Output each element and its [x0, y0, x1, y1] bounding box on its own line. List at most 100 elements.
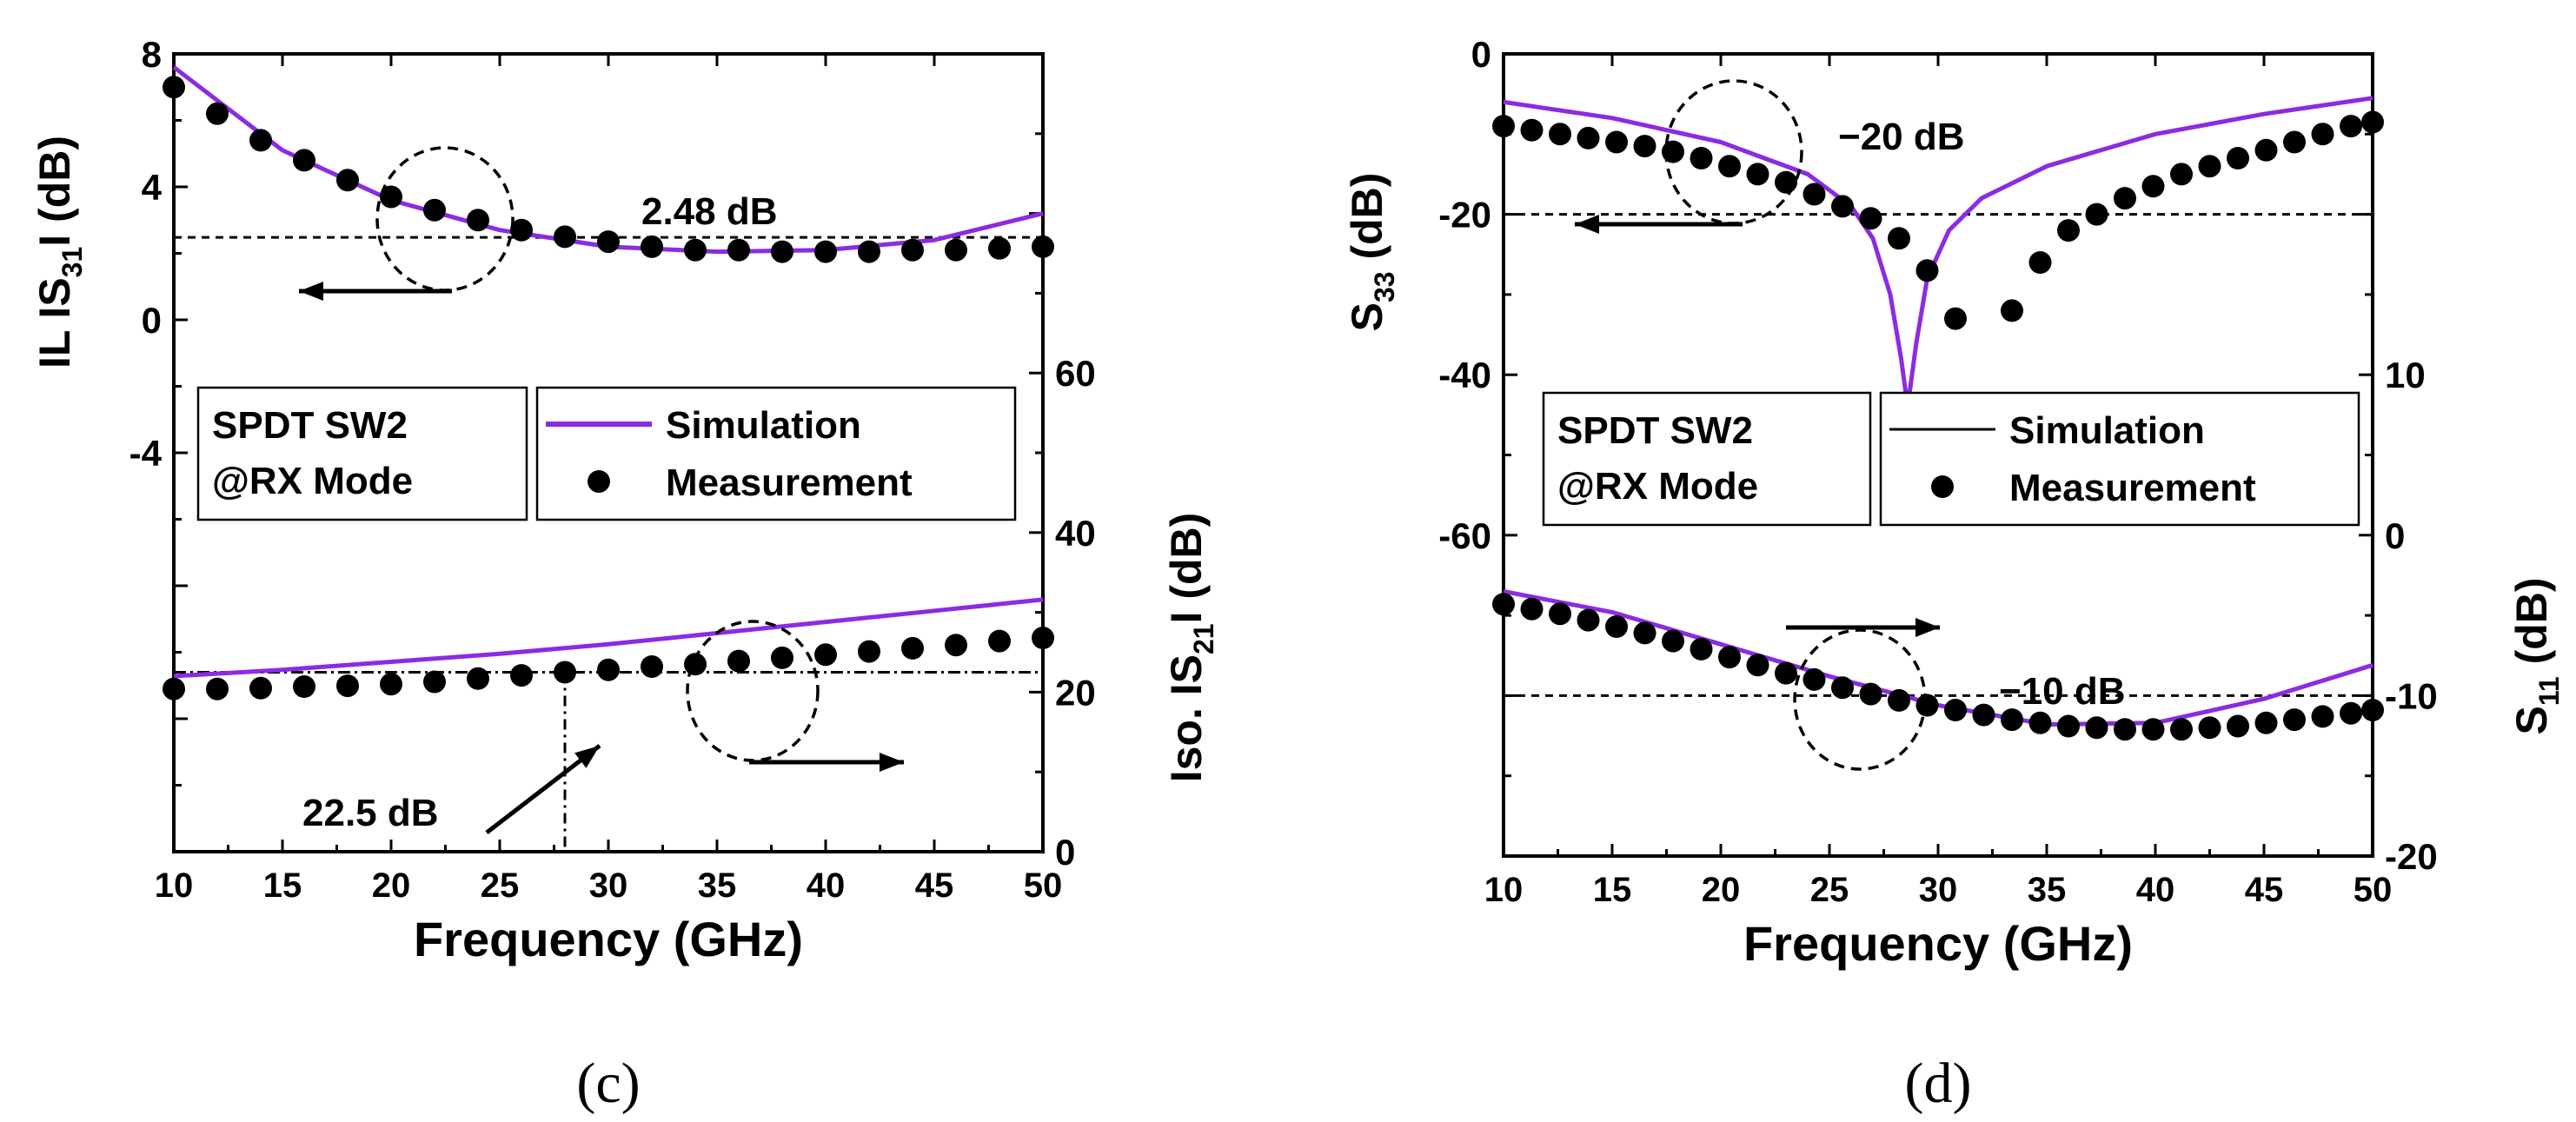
left-axis-label-tail: (dB) — [1343, 173, 1391, 272]
x-tick-label: 50 — [2354, 871, 2393, 909]
il-ref-annotation: 2.48 dB — [641, 190, 778, 233]
series-3-measurement-point — [901, 636, 924, 660]
iso-ref-arrow-head — [574, 746, 600, 768]
left-axis-label-sub: 33 — [1369, 271, 1400, 302]
x-tick-label: 40 — [807, 866, 846, 905]
series-3-measurement-point — [163, 677, 185, 700]
legend-measurement-swatch — [588, 470, 610, 493]
x-tick-label: 25 — [481, 866, 520, 905]
series-1-measurement-point — [2227, 147, 2249, 169]
series-1-measurement-point — [641, 235, 663, 258]
series-1-measurement-point — [2361, 110, 2384, 134]
x-tick-label: 10 — [1484, 871, 1524, 909]
panel-label: (d) — [1905, 1052, 1972, 1115]
series-3-measurement-point — [423, 670, 446, 694]
legend-measurement-label: Measurement — [2009, 467, 2256, 509]
x-tick-label: 10 — [155, 866, 194, 905]
left-axis-label: S33 (dB) — [1343, 173, 1400, 332]
series-1-measurement-point — [814, 240, 837, 263]
right-axis-label-sub: 11 — [2533, 676, 2565, 706]
legend-title-box — [196, 386, 528, 521]
legend-entries-box — [1879, 391, 2360, 527]
x-tick-label: 45 — [2245, 871, 2284, 909]
series-3-measurement-point — [1859, 682, 1882, 706]
left-tick-label: -20 — [1438, 195, 1491, 236]
series-1-measurement-point — [206, 102, 229, 125]
left-tick-label: -4 — [129, 433, 163, 474]
right-axis-label-main: Iso. IS — [1162, 654, 1211, 782]
series-3-measurement-point — [1549, 602, 1571, 626]
series-1-measurement-point — [771, 240, 793, 263]
series-2-simulation-line — [173, 597, 1044, 679]
right-axis-label-tail: (dB) — [2507, 577, 2556, 676]
right-axis-arrow-head — [1915, 618, 1940, 637]
panel-c-chart: 10 15 20 25 30 35 40 45 50840-46040200Frequency … — [30, 34, 1219, 1115]
x-tick-label: 20 — [1702, 871, 1741, 909]
series-3-measurement-point — [2361, 699, 2384, 721]
series-3-measurement-point — [1746, 654, 1769, 677]
series-3-measurement-point — [597, 658, 620, 681]
legend-title-line1: SPDT SW2 — [212, 404, 408, 447]
series-3-measurement-point — [2170, 718, 2193, 741]
left-tick-label: -60 — [1438, 515, 1491, 556]
left-axis-arrow-head — [299, 282, 323, 301]
legend-measurement-label: Measurement — [666, 461, 913, 504]
series-1-measurement-point — [2001, 299, 2023, 322]
x-axis-label: Frequency (GHz) — [1743, 916, 2133, 971]
series-1-measurement-point — [249, 129, 272, 152]
right-tick-label: 60 — [1055, 353, 1096, 394]
legend-title-line2: @RX Mode — [1557, 465, 1758, 508]
right-tick-label: 0 — [1055, 832, 1075, 873]
series-1-measurement-point — [1718, 155, 1741, 178]
series-3-measurement-point — [1718, 646, 1741, 669]
series-3-measurement-point — [1944, 699, 1967, 721]
right-axis-label: S11 (dB) — [2507, 577, 2565, 734]
left-axis-label: IL IS31I (dB) — [30, 136, 88, 368]
series-1-measurement-point — [510, 218, 533, 242]
series-3-measurement-point — [1577, 608, 1600, 632]
right-tick-label: -10 — [2385, 675, 2438, 716]
highlight-dashed-circle — [1793, 628, 1927, 771]
left-axis-arrow-head — [1575, 215, 1599, 234]
highlight-dashed-circle — [375, 146, 515, 292]
right-tick-label: 10 — [2385, 355, 2426, 395]
series-3-measurement-point — [1888, 688, 1910, 712]
series-1-measurement-point — [1577, 126, 1600, 149]
series-1-measurement-point — [1944, 307, 1967, 330]
series-1-measurement-point — [336, 169, 359, 192]
x-tick-label: 25 — [1810, 871, 1849, 909]
highlight-dashed-circle — [686, 620, 820, 762]
series-3-measurement-point — [380, 673, 402, 696]
series-3-measurement-point — [2001, 708, 2023, 732]
x-tick-label: 15 — [1593, 871, 1632, 909]
right-axis-label-sub: 21 — [1188, 623, 1219, 654]
series-3-measurement-point — [510, 664, 533, 687]
series-1-measurement-point — [1831, 195, 1854, 218]
series-1-measurement-point — [1915, 259, 1939, 282]
series-1-measurement-point — [1633, 135, 1656, 158]
series-1-measurement-point — [727, 238, 750, 262]
highlight-dashed-circle — [1664, 79, 1803, 225]
left-tick-label: 0 — [142, 300, 162, 341]
series-3-measurement-point — [1690, 637, 1713, 661]
iso-ref-annotation: 22.5 dB — [302, 792, 439, 834]
series-1-measurement-point — [597, 230, 620, 254]
series-3-measurement-point — [2028, 711, 2052, 734]
legend-title-box — [1542, 391, 1872, 527]
series-1-measurement-point — [2198, 155, 2221, 178]
series-3-measurement-point — [2283, 708, 2306, 732]
right-tick-label: 0 — [2385, 515, 2405, 556]
series-3-measurement-point — [2141, 718, 2165, 741]
legend-title-line2: @RX Mode — [212, 460, 413, 502]
x-axis-label: Frequency (GHz) — [414, 912, 803, 966]
legend-title-line1: SPDT SW2 — [1557, 409, 1753, 452]
series-1-measurement-point — [467, 209, 489, 232]
series-1-measurement-point — [554, 225, 576, 249]
x-tick-label: 15 — [263, 866, 302, 905]
series-3-measurement-point — [1633, 621, 1656, 645]
series-1-measurement-point — [1690, 147, 1713, 169]
series-1-measurement-point — [2283, 130, 2306, 154]
series-1-measurement-point — [293, 149, 315, 172]
series-1-measurement-point — [1859, 207, 1882, 230]
series-1-measurement-point — [2114, 187, 2136, 210]
